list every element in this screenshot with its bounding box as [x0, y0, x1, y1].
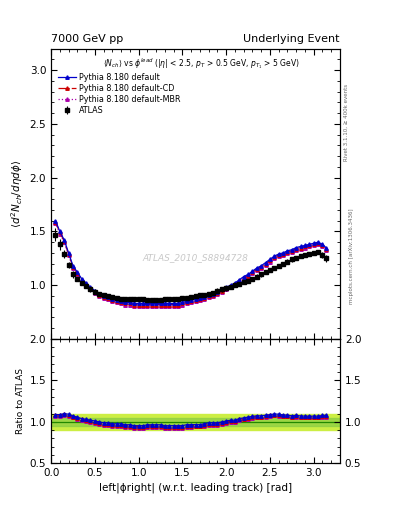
Pythia 8.180 default-MBR [53, 220, 58, 226]
Y-axis label: Ratio to ATLAS: Ratio to ATLAS [17, 368, 26, 434]
Pythia 8.180 default-MBR [193, 298, 198, 304]
X-axis label: left|ϕright| (w.r.t. leading track) [rad]: left|ϕright| (w.r.t. leading track) [rad… [99, 482, 292, 493]
Pythia 8.180 default-MBR [127, 302, 132, 308]
Text: 7000 GeV pp: 7000 GeV pp [51, 33, 123, 44]
Text: mcplots.cern.ch [arXiv:1306.3436]: mcplots.cern.ch [arXiv:1306.3436] [349, 208, 354, 304]
Pythia 8.180 default-CD [193, 297, 198, 303]
Pythia 8.180 default-CD [132, 302, 137, 308]
Y-axis label: $\langle d^2 N_{ch}/d\eta d\phi\rangle$: $\langle d^2 N_{ch}/d\eta d\phi\rangle$ [10, 160, 26, 228]
Pythia 8.180 default [127, 300, 132, 306]
Pythia 8.180 default [141, 301, 145, 307]
Pythia 8.180 default [184, 298, 189, 304]
Pythia 8.180 default-CD [184, 300, 189, 306]
Text: Rivet 3.1.10, ≥ 400k events: Rivet 3.1.10, ≥ 400k events [344, 84, 349, 161]
Pythia 8.180 default-CD [246, 272, 250, 279]
Pythia 8.180 default-MBR [320, 243, 325, 249]
Pythia 8.180 default-MBR [141, 303, 145, 309]
Bar [51, 414, 340, 430]
Text: Underlying Event: Underlying Event [243, 33, 340, 44]
Legend: Pythia 8.180 default, Pythia 8.180 default-CD, Pythia 8.180 default-MBR, ATLAS: Pythia 8.180 default, Pythia 8.180 defau… [58, 73, 180, 115]
Line: Pythia 8.180 default: Pythia 8.180 default [54, 219, 328, 305]
Pythia 8.180 default-CD [323, 246, 328, 252]
Pythia 8.180 default-MBR [323, 247, 328, 253]
Bar [51, 418, 340, 426]
Pythia 8.180 default [246, 271, 250, 278]
Pythia 8.180 default-MBR [132, 303, 137, 309]
Line: Pythia 8.180 default-MBR: Pythia 8.180 default-MBR [54, 221, 328, 307]
Text: $\langle N_{ch}\rangle$ vs $\phi^{lead}$ ($|\eta|$ < 2.5, $p_T$ > 0.5 GeV, $p_{T: $\langle N_{ch}\rangle$ vs $\phi^{lead}$… [103, 56, 300, 71]
Pythia 8.180 default [132, 301, 137, 307]
Pythia 8.180 default-CD [320, 242, 325, 248]
Pythia 8.180 default [323, 244, 328, 250]
Pythia 8.180 default-CD [53, 219, 58, 225]
Pythia 8.180 default-MBR [246, 273, 250, 280]
Line: Pythia 8.180 default-CD: Pythia 8.180 default-CD [54, 220, 328, 306]
Pythia 8.180 default-MBR [184, 301, 189, 307]
Pythia 8.180 default-CD [141, 302, 145, 308]
Pythia 8.180 default-CD [127, 301, 132, 307]
Text: ATLAS_2010_S8894728: ATLAS_2010_S8894728 [143, 253, 248, 262]
Pythia 8.180 default [53, 218, 58, 224]
Pythia 8.180 default [193, 296, 198, 302]
Pythia 8.180 default [320, 241, 325, 247]
